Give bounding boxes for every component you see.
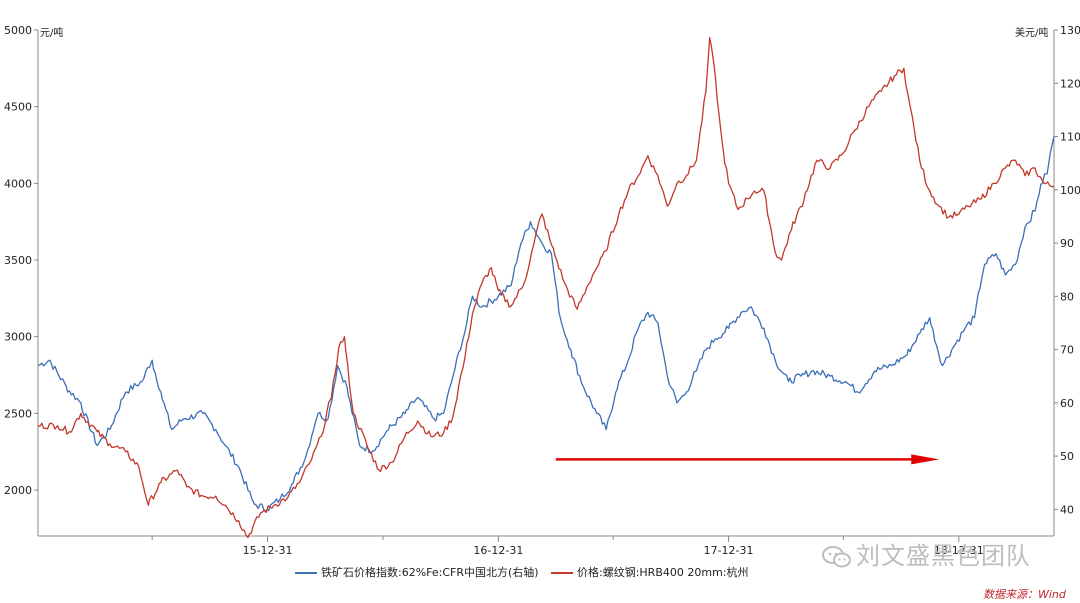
right-axis-unit: 美元/吨 bbox=[1015, 28, 1049, 39]
legend-item-iron-ore: 铁矿石价格指数:62%Fe:CFR中国北方(右轴) bbox=[295, 564, 539, 580]
legend-label-rebar: 价格:螺纹钢:HRB400 20mm:杭州 bbox=[577, 566, 749, 579]
right-tick-label: 130 bbox=[1060, 24, 1080, 37]
legend-swatch-iron-ore bbox=[295, 572, 317, 574]
series-line-iron-ore bbox=[37, 136, 1055, 513]
data-source: 数据来源：Wind bbox=[983, 588, 1066, 601]
watermark: 刘文盛黑色团队 bbox=[822, 536, 1031, 571]
left-tick-label: 3000 bbox=[4, 331, 32, 344]
watermark-text: 刘文盛黑色团队 bbox=[856, 542, 1031, 570]
right-tick-label: 80 bbox=[1060, 290, 1074, 303]
left-tick-label: 3500 bbox=[4, 254, 32, 267]
legend-label-iron-ore: 铁矿石价格指数:62%Fe:CFR中国北方(右轴) bbox=[321, 566, 539, 579]
annotation-group bbox=[555, 454, 940, 465]
left-tick-label: 5000 bbox=[4, 24, 32, 37]
right-axis-ticks: 40 50 60 70 80 90 100 110 120 130 bbox=[1054, 24, 1080, 516]
right-tick-label: 110 bbox=[1060, 131, 1080, 144]
right-tick-label: 100 bbox=[1060, 184, 1080, 197]
legend-item-rebar: 价格:螺纹钢:HRB400 20mm:杭州 bbox=[551, 564, 749, 580]
right-tick-label: 120 bbox=[1060, 77, 1080, 90]
left-tick-label: 4500 bbox=[4, 101, 32, 114]
left-axis-unit: 元/吨 bbox=[40, 28, 64, 39]
series-line-rebar bbox=[37, 37, 1055, 539]
left-axis-ticks: 2000 2500 3000 3500 4000 4500 5000 bbox=[4, 24, 38, 497]
axes bbox=[37, 30, 1055, 537]
right-tick-label: 50 bbox=[1060, 450, 1074, 463]
x-tick-label: 15-12-31 bbox=[243, 544, 293, 557]
x-axis-ticks: 15-12-31 16-12-31 17-12-31 18-12-31 bbox=[151, 536, 984, 557]
legend-swatch-rebar bbox=[551, 572, 573, 574]
left-tick-label: 2500 bbox=[4, 407, 32, 420]
right-tick-label: 40 bbox=[1060, 503, 1074, 516]
right-tick-label: 60 bbox=[1060, 397, 1074, 410]
series-group bbox=[37, 37, 1055, 539]
wechat-icon bbox=[822, 546, 851, 568]
right-tick-label: 90 bbox=[1060, 237, 1074, 250]
x-tick-label: 18-12-31 bbox=[934, 544, 984, 557]
right-tick-label: 70 bbox=[1060, 344, 1074, 357]
x-tick-label: 17-12-31 bbox=[704, 544, 754, 557]
x-tick-label: 16-12-31 bbox=[473, 544, 523, 557]
trend-arrow-head bbox=[911, 454, 940, 465]
left-tick-label: 4000 bbox=[4, 177, 32, 190]
left-tick-label: 2000 bbox=[4, 484, 32, 497]
